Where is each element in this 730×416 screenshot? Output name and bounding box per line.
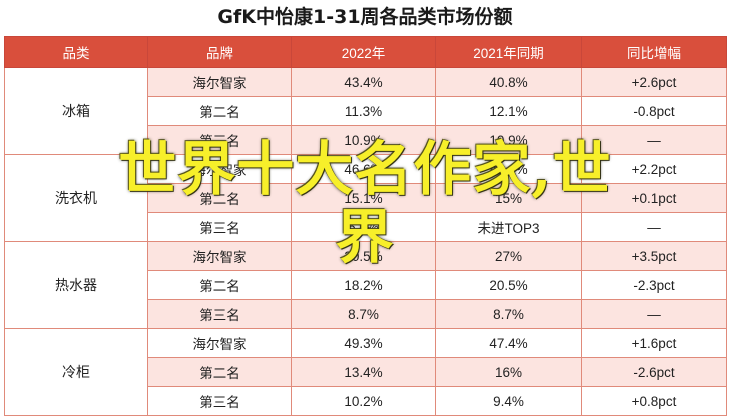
brand-cell: 第三名 bbox=[147, 212, 292, 242]
share-2022-cell: 10.2% bbox=[291, 386, 436, 416]
share-2022-cell: 43.4% bbox=[291, 67, 436, 97]
category-cell: 热水器 bbox=[4, 241, 148, 329]
brand-cell: 第三名 bbox=[147, 386, 292, 416]
share-2022-cell: 6.0% bbox=[291, 212, 436, 242]
yoy-cell: +0.1pct bbox=[581, 183, 727, 213]
table-row: 第三名 10.9% 10.9% — bbox=[5, 125, 727, 155]
share-2021-cell: 20.5% bbox=[435, 270, 582, 300]
table-row: 第三名 6.0% 未进TOP3 — bbox=[5, 212, 727, 242]
share-2021-cell: 12.1% bbox=[435, 96, 582, 126]
table-row: 冷柜 海尔智家 49.3% 47.4% +1.6pct bbox=[4, 328, 727, 416]
share-2022-cell: 49.3% bbox=[291, 328, 436, 358]
brand-cell: 海尔智家 bbox=[147, 328, 292, 358]
table-row: 第三名 8.7% 8.7% — bbox=[5, 299, 727, 329]
brand-cell: 第三名 bbox=[147, 125, 292, 155]
header-category: 品类 bbox=[4, 36, 148, 68]
header-2021: 2021年同期 bbox=[435, 36, 582, 68]
share-2021-cell: 27% bbox=[435, 241, 582, 271]
share-2021-cell: 8.7% bbox=[435, 299, 582, 329]
yoy-cell: -0.8pct bbox=[581, 96, 727, 126]
category-cell: 冰箱 bbox=[4, 67, 148, 155]
share-2022-cell: 8.7% bbox=[291, 299, 436, 329]
share-2022-cell: 11.3% bbox=[291, 96, 436, 126]
yoy-cell: +2.6pct bbox=[581, 67, 727, 97]
table-row: 冰箱 海尔智家 43.4% 40.8% +2.6pct bbox=[4, 67, 727, 155]
share-2021-cell: 未进TOP3 bbox=[435, 212, 582, 242]
table-row: 第二名 13.4% 16% -2.6pct bbox=[5, 357, 727, 387]
share-2021-cell: 9.4% bbox=[435, 386, 582, 416]
category-cell: 冷柜 bbox=[4, 328, 148, 416]
brand-cell: 第二名 bbox=[147, 183, 292, 213]
header-2022: 2022年 bbox=[291, 36, 436, 68]
table-row: 第二名 15.1% 15% +0.1pct bbox=[5, 183, 727, 213]
yoy-cell: — bbox=[581, 212, 727, 242]
share-2021-cell: 16% bbox=[435, 357, 582, 387]
share-2022-cell: 13.4% bbox=[291, 357, 436, 387]
yoy-cell: -2.3pct bbox=[581, 270, 727, 300]
share-2022-cell: 46.6% bbox=[291, 154, 436, 184]
table-row: 洗衣机 海尔智家 46.6% 44.4% +2.2pct bbox=[4, 154, 727, 242]
brand-cell: 海尔智家 bbox=[147, 241, 292, 271]
brand-cell: 第三名 bbox=[147, 299, 292, 329]
brand-cell: 第二名 bbox=[147, 357, 292, 387]
share-2021-cell: 40.8% bbox=[435, 67, 582, 97]
market-share-table: 品类 品牌 2022年 2021年同期 同比增幅 冰箱 海尔智家 43.4% 4… bbox=[4, 36, 727, 416]
share-2021-cell: 15% bbox=[435, 183, 582, 213]
brand-cell: 海尔智家 bbox=[147, 67, 292, 97]
share-2022-cell: 15.1% bbox=[291, 183, 436, 213]
yoy-cell: +1.6pct bbox=[581, 328, 727, 358]
share-2021-cell: 47.4% bbox=[435, 328, 582, 358]
share-2022-cell: 30.5% bbox=[291, 241, 436, 271]
brand-cell: 第二名 bbox=[147, 96, 292, 126]
brand-cell: 第二名 bbox=[147, 270, 292, 300]
table-row: 热水器 海尔智家 30.5% 27% +3.5pct bbox=[4, 241, 727, 329]
header-yoy: 同比增幅 bbox=[581, 36, 727, 68]
yoy-cell: -2.6pct bbox=[581, 357, 727, 387]
brand-cell: 海尔智家 bbox=[147, 154, 292, 184]
table-title: GfK中怡康1-31周各品类市场份额 bbox=[217, 6, 513, 28]
header-row: 品类 品牌 2022年 2021年同期 同比增幅 bbox=[4, 36, 727, 68]
header-brand: 品牌 bbox=[147, 36, 292, 68]
yoy-cell: — bbox=[581, 299, 727, 329]
share-2021-cell: 44.4% bbox=[435, 154, 582, 184]
yoy-cell: +3.5pct bbox=[581, 241, 727, 271]
yoy-cell: — bbox=[581, 125, 727, 155]
category-cell: 洗衣机 bbox=[4, 154, 148, 242]
share-2022-cell: 18.2% bbox=[291, 270, 436, 300]
yoy-cell: +0.8pct bbox=[581, 386, 727, 416]
share-2021-cell: 10.9% bbox=[435, 125, 582, 155]
table-row: 第二名 11.3% 12.1% -0.8pct bbox=[5, 96, 727, 126]
yoy-cell: +2.2pct bbox=[581, 154, 727, 184]
share-2022-cell: 10.9% bbox=[291, 125, 436, 155]
